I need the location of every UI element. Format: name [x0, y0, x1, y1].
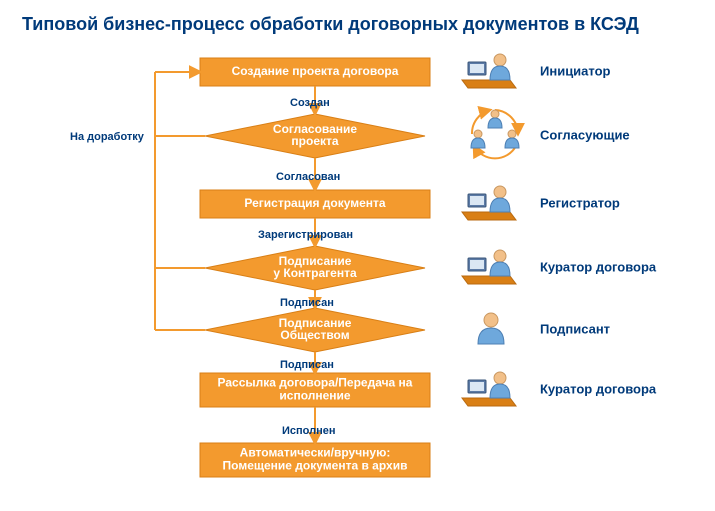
- role-label: Инициатор: [540, 63, 611, 78]
- edge-label: Исполнен: [282, 425, 336, 437]
- node-label: проекта: [291, 134, 338, 148]
- group-icon: [471, 110, 519, 158]
- edge-label: Подписан: [280, 359, 334, 371]
- edge-label: Подписан: [280, 297, 334, 309]
- node-label: Создание проекта договора: [232, 64, 399, 78]
- node-label: исполнение: [279, 389, 351, 403]
- person-icon: [478, 313, 504, 344]
- desk-icon: [462, 54, 516, 88]
- desk-icon: [462, 186, 516, 220]
- edge-label: Согласован: [276, 171, 340, 183]
- edge-label: Создан: [290, 97, 330, 109]
- role-label: Куратор договора: [540, 381, 657, 396]
- node-label: Автоматически/вручную:: [240, 446, 391, 460]
- node-label: Регистрация документа: [244, 196, 386, 210]
- node-label: Помещение документа в архив: [223, 459, 408, 473]
- desk-icon: [462, 372, 516, 406]
- role-label: Регистратор: [540, 195, 620, 210]
- role-label: Согласующие: [540, 127, 630, 142]
- edge-label: Зарегистрирован: [258, 229, 353, 241]
- role-label: Куратор договора: [540, 259, 657, 274]
- node-label: Обществом: [280, 328, 349, 342]
- node-label: у Контрагента: [273, 266, 357, 280]
- desk-icon: [462, 250, 516, 284]
- node-label: Рассылка договора/Передача на: [218, 376, 413, 390]
- loop-label: На доработку: [70, 131, 145, 143]
- flowchart-canvas: Создание проекта договора Инициатор Соглас…: [0, 0, 715, 511]
- role-label: Подписант: [540, 321, 610, 336]
